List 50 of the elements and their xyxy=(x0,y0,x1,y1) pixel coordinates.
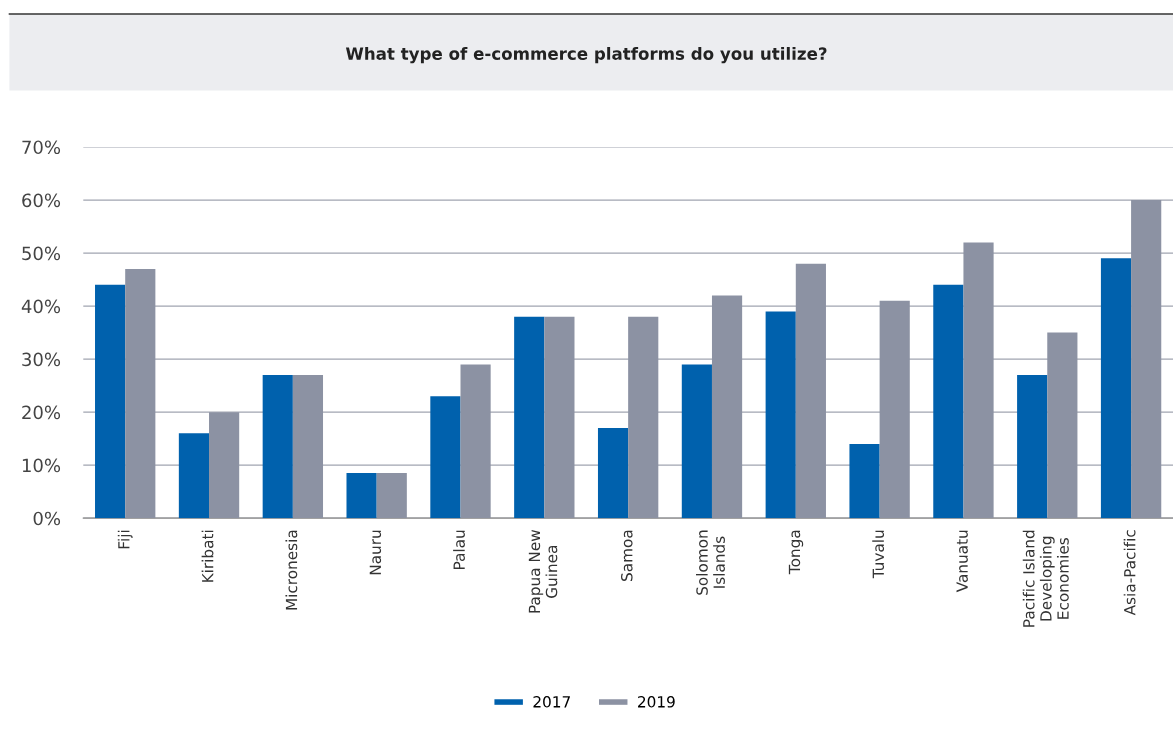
bar xyxy=(765,311,796,519)
x-tick-label: Tuvalu xyxy=(872,530,885,579)
x-tick-label: Kiribati xyxy=(201,530,214,582)
y-tick-label: 10% xyxy=(22,458,61,473)
bar xyxy=(933,284,964,519)
x-tick-label: Tonga xyxy=(788,530,804,575)
bar xyxy=(178,433,210,519)
x-tick-label: Nauru xyxy=(369,530,382,575)
bar xyxy=(430,396,461,519)
bar xyxy=(1100,258,1132,519)
bar xyxy=(262,375,293,519)
x-tick-label: Asia-Pacific xyxy=(1123,530,1136,616)
y-tick-label: 60% xyxy=(22,193,61,208)
bar xyxy=(125,268,156,519)
y-tick-label: 70% xyxy=(22,140,61,155)
bar xyxy=(1047,332,1078,519)
bar xyxy=(544,316,575,519)
bar xyxy=(95,284,126,519)
legend-label: 2017 xyxy=(533,696,570,708)
bar xyxy=(460,364,491,519)
y-tick-label: 30% xyxy=(22,352,61,367)
bar xyxy=(711,295,743,519)
y-tick-label: 50% xyxy=(22,246,61,261)
bar xyxy=(795,263,826,519)
bar xyxy=(209,412,240,519)
bar xyxy=(597,428,629,519)
x-tick-label: Pacific Island Developing Economies xyxy=(1022,530,1069,627)
bar xyxy=(681,364,712,519)
bar xyxy=(514,316,545,519)
chart-title: What type of e-commerce platforms do you utilize? xyxy=(345,46,827,64)
y-tick-label: 0% xyxy=(33,511,61,526)
x-tick-label: Papua New Guinea xyxy=(528,529,558,613)
x-tick-label: Micronesia xyxy=(285,530,298,610)
x-tick-label: Palau xyxy=(453,530,465,569)
bar xyxy=(346,473,377,519)
bar xyxy=(879,300,910,519)
bar xyxy=(1017,375,1048,519)
bar xyxy=(849,443,880,519)
bar xyxy=(628,316,659,519)
bar xyxy=(1131,200,1162,519)
bar xyxy=(292,375,324,519)
y-tick-label: 40% xyxy=(21,299,61,314)
y-tick-label: 20% xyxy=(22,405,61,420)
x-tick-label: Samoa xyxy=(621,530,633,581)
x-tick-label: Vanuatu xyxy=(956,530,968,593)
bar xyxy=(376,473,407,519)
x-tick-label: Solomon Islands xyxy=(696,530,725,595)
x-tick-label: Fiji xyxy=(117,530,133,549)
bar xyxy=(963,242,994,519)
legend-label: 2019 xyxy=(638,696,675,708)
